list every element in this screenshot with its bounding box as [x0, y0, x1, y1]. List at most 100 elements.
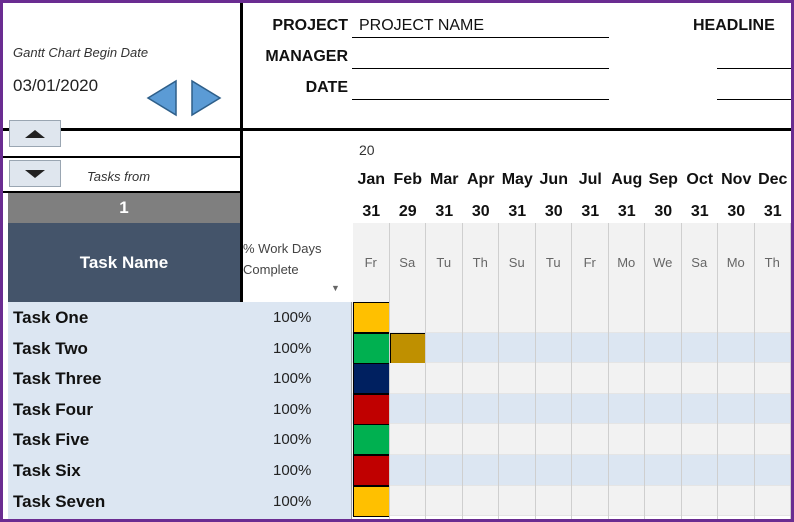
manager-label: MANAGER — [265, 48, 348, 65]
gantt-column-divider — [607, 302, 609, 519]
task-percent-complete: 100% — [273, 431, 312, 449]
divider-horizontal-scroll — [3, 156, 243, 158]
gantt-bar[interactable] — [353, 455, 390, 487]
weekday-label: Tu — [535, 223, 572, 302]
task-list: Task One 100% Task Two 100% Task Three 100% Ta… — [8, 302, 351, 519]
weekday-label: Sa — [389, 223, 426, 302]
task-row[interactable]: Task Four 100% — [8, 394, 351, 425]
timeline-year: 20 — [359, 142, 375, 158]
task-row[interactable]: Task Six 100% — [8, 455, 351, 486]
task-percent-complete: 100% — [273, 462, 312, 479]
gantt-row — [352, 455, 791, 486]
month-label: Sep — [648, 171, 678, 188]
task-name: Task Six — [13, 461, 81, 480]
task-percent-complete: 100% — [273, 339, 312, 357]
gantt-row — [352, 424, 791, 455]
headline-underline-1 — [717, 68, 791, 69]
tasks-from-value[interactable]: 1 — [8, 193, 240, 223]
gantt-row — [352, 393, 791, 425]
gantt-bar[interactable] — [353, 424, 390, 456]
month-label: Mar — [430, 171, 459, 188]
triangle-up-icon — [25, 129, 45, 138]
gantt-row — [352, 302, 791, 333]
task-row[interactable]: Task Seven 100% — [8, 486, 351, 517]
weekday-label: Su — [499, 223, 536, 302]
task-name: Task Three — [13, 369, 102, 389]
weekday-label: Tu — [426, 223, 463, 302]
grid-left-border — [351, 302, 352, 519]
begin-date-label: Gantt Chart Begin Date — [13, 45, 149, 60]
day-label: 29 — [398, 203, 417, 220]
gantt-column-divider — [534, 302, 536, 519]
gantt-bar-extension[interactable] — [389, 332, 426, 364]
task-name: Task One — [13, 308, 89, 327]
day-label: 30 — [727, 203, 746, 220]
triangle-left-icon[interactable] — [146, 79, 178, 117]
day-label: 31 — [362, 203, 381, 220]
gantt-column-divider — [644, 302, 645, 519]
month-label: Apr — [466, 171, 495, 188]
month-label: Feb — [393, 171, 422, 188]
month-label: Oct — [686, 171, 714, 188]
gantt-row — [352, 363, 791, 394]
weekday-label: We — [645, 223, 682, 302]
gantt-column-divider — [425, 302, 426, 519]
project-label: PROJECT — [272, 17, 348, 34]
gantt-row — [352, 485, 791, 517]
task-row[interactable]: Task Five 100% — [8, 424, 351, 455]
scroll-up-button[interactable] — [9, 120, 61, 147]
month-label: Dec — [758, 171, 788, 188]
weekday-label: Fr — [353, 223, 390, 302]
gantt-bar[interactable] — [353, 363, 390, 395]
divider-horizontal-top — [3, 128, 791, 131]
task-row[interactable]: Task Three 100% — [8, 363, 351, 394]
headline-label: HEADLINE — [693, 17, 775, 34]
begin-date-value[interactable]: 03/01/2020 — [13, 76, 99, 95]
weekday-label: Th — [462, 223, 499, 302]
tasks-from-label: Tasks from — [87, 169, 151, 184]
day-label: 31 — [581, 203, 600, 220]
task-percent-complete: 100% — [273, 492, 312, 510]
day-label: 31 — [690, 203, 709, 220]
month-label: Jan — [357, 171, 386, 188]
headline-underline-2 — [717, 99, 791, 100]
weekday-label: Mo — [608, 223, 645, 302]
scroll-down-button[interactable] — [9, 160, 61, 187]
gantt-bar[interactable] — [353, 393, 390, 425]
gantt-bar[interactable] — [353, 302, 390, 334]
weekday-label: Fr — [572, 223, 609, 302]
task-name: Task Seven — [13, 491, 106, 511]
triangle-right-icon[interactable] — [190, 79, 222, 117]
month-label: May — [501, 171, 533, 188]
task-percent-complete: 100% — [273, 309, 312, 326]
project-underline — [352, 37, 609, 38]
task-name-header: Task Name — [8, 223, 240, 302]
work-days-complete-header: % Work Days Complete — [243, 241, 322, 277]
task-percent-complete: 100% — [273, 370, 312, 388]
month-label: Nov — [721, 171, 752, 188]
divider-horizontal-tasksfrom — [3, 191, 243, 193]
month-label: Jul — [578, 171, 602, 188]
task-name: Task Two — [13, 338, 88, 358]
gantt-bar[interactable] — [353, 485, 390, 517]
dropdown-filter-icon[interactable]: ▼ — [331, 283, 340, 293]
date-label: DATE — [305, 79, 348, 96]
weekday-label: Sa — [681, 223, 718, 302]
month-label: Aug — [611, 171, 643, 188]
gantt-column-divider — [790, 302, 791, 519]
project-value[interactable]: PROJECT NAME — [359, 17, 485, 34]
gantt-column-divider — [717, 302, 718, 519]
day-label: 30 — [471, 203, 490, 220]
day-label: 31 — [763, 203, 782, 220]
task-row[interactable]: Task Two 100% — [8, 333, 351, 364]
gantt-column-divider — [498, 302, 499, 519]
month-label: Jun — [539, 171, 568, 188]
gantt-column-divider — [461, 302, 463, 519]
gantt-bar[interactable] — [353, 332, 390, 364]
weekday-label: Th — [754, 223, 791, 302]
triangle-down-icon — [25, 169, 45, 178]
gantt-column-divider — [388, 302, 390, 519]
day-label: 31 — [435, 203, 454, 220]
task-row[interactable]: Task One 100% — [8, 302, 351, 333]
